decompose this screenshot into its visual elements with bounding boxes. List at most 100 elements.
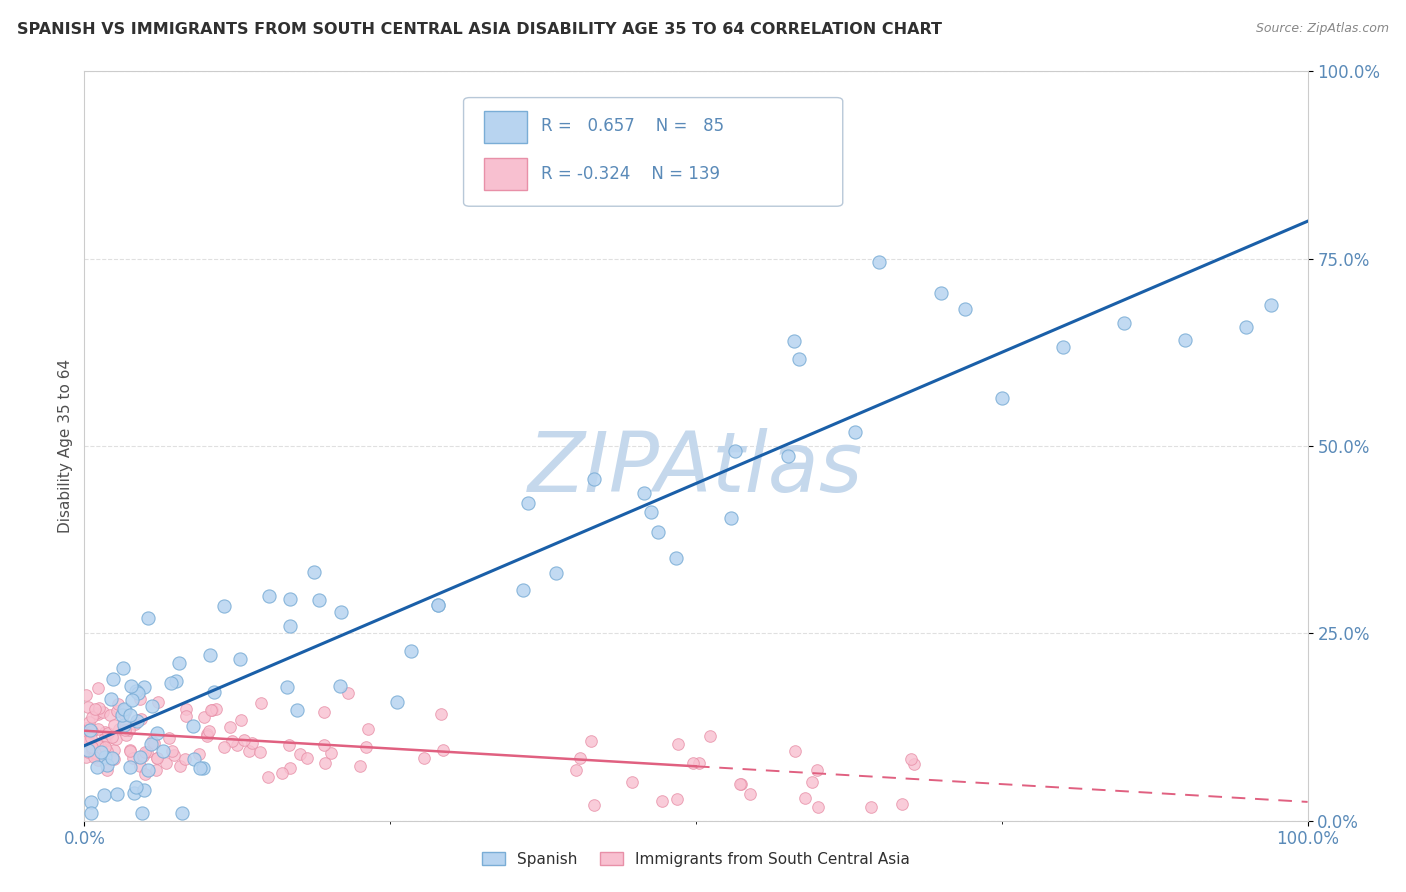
Point [730, 777, 752, 791]
Point [120, 743, 142, 757]
Point [77, 700, 100, 714]
Point [277, 738, 299, 752]
Point [122, 786, 145, 800]
Point [90, 739, 112, 753]
Point [79, 723, 101, 737]
Point [174, 751, 197, 765]
Point [249, 696, 271, 710]
Point [118, 760, 141, 774]
Point [285, 703, 308, 717]
Point [330, 605, 353, 619]
Point [738, 787, 761, 801]
Point [302, 565, 325, 579]
Point [776, 449, 799, 463]
Point [80, 806, 103, 821]
Point [314, 706, 336, 720]
Point [174, 709, 197, 723]
Point [87, 739, 110, 753]
Point [77, 743, 100, 757]
Point [278, 761, 301, 775]
Point [103, 672, 125, 686]
Point [100, 691, 122, 706]
Point [349, 759, 371, 773]
Point [426, 598, 449, 612]
Point [98, 707, 121, 722]
Point [80, 739, 103, 754]
Point [181, 719, 204, 733]
Point [200, 703, 222, 717]
Point [93, 740, 115, 755]
Point [569, 751, 592, 765]
Point [1114, 316, 1136, 330]
Point [80, 731, 103, 746]
Point [278, 618, 301, 632]
Point [87, 748, 110, 763]
Point [76, 723, 98, 738]
Point [329, 680, 352, 694]
Point [900, 751, 922, 765]
Point [621, 774, 644, 789]
Point [699, 730, 721, 744]
Point [583, 472, 606, 486]
Point [229, 652, 252, 666]
Point [143, 736, 166, 750]
Point [76, 723, 98, 738]
Point [141, 733, 163, 747]
Point [124, 717, 146, 731]
Point [583, 798, 606, 813]
Point [111, 708, 134, 723]
Point [80, 744, 103, 758]
Point [162, 743, 184, 757]
Point [94, 733, 117, 747]
Text: ZIPAtlas: ZIPAtlas [529, 428, 863, 509]
Point [87, 744, 110, 758]
Point [426, 599, 449, 613]
Point [89, 739, 111, 753]
Point [233, 732, 256, 747]
Point [278, 592, 301, 607]
Point [86, 706, 108, 720]
Point [859, 800, 882, 814]
Point [257, 589, 280, 603]
Point [432, 743, 454, 757]
Point [134, 745, 156, 759]
Point [117, 723, 139, 738]
Point [221, 734, 243, 748]
Point [204, 701, 226, 715]
Point [86, 753, 108, 767]
Point [94, 749, 117, 764]
Point [793, 791, 815, 805]
Point [93, 732, 115, 747]
Legend: Spanish, Immigrants from South Central Asia: Spanish, Immigrants from South Central A… [475, 846, 917, 873]
Point [83, 701, 105, 715]
Point [105, 705, 128, 719]
Point [1052, 340, 1074, 354]
Point [125, 714, 148, 729]
Point [229, 713, 252, 727]
Point [201, 703, 224, 717]
Point [312, 739, 335, 753]
Point [159, 676, 181, 690]
Point [136, 745, 159, 759]
Point [101, 751, 124, 765]
Text: Source: ZipAtlas.com: Source: ZipAtlas.com [1256, 22, 1389, 36]
Point [86, 681, 108, 695]
Point [288, 747, 311, 761]
Point [783, 334, 806, 349]
Point [807, 800, 830, 814]
Point [314, 756, 336, 770]
Point [787, 351, 810, 366]
Point [136, 763, 159, 777]
Point [953, 301, 976, 316]
FancyBboxPatch shape [484, 158, 527, 190]
Point [730, 776, 752, 790]
Point [844, 425, 866, 440]
Point [202, 685, 225, 699]
FancyBboxPatch shape [484, 112, 527, 143]
Point [666, 791, 689, 805]
Point [276, 680, 298, 694]
Point [890, 797, 912, 812]
Point [132, 681, 155, 695]
Point [105, 732, 128, 747]
Point [139, 737, 162, 751]
